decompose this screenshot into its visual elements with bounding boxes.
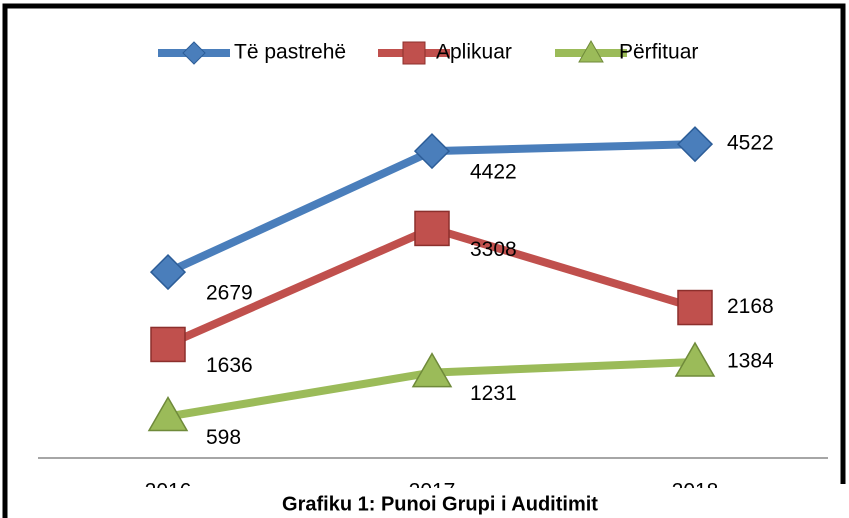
marker	[147, 395, 189, 432]
x-labels: 2016 2017 2018	[145, 480, 719, 503]
legend-marker	[402, 41, 426, 65]
legend-marker	[182, 41, 206, 65]
legend-label: Përfituar	[619, 41, 698, 64]
chart-title: Grafiku 1: Punoi Grupi i Auditimit	[282, 493, 598, 515]
marker	[674, 341, 716, 377]
data-label: 2679	[206, 282, 253, 305]
x-tick-label: 2016	[145, 480, 192, 503]
marker	[413, 133, 451, 170]
legend-label: Aplikuar	[436, 41, 512, 64]
data-label: 4422	[470, 161, 517, 184]
data-label: 1231	[470, 382, 517, 405]
x-tick-label: 2018	[672, 480, 719, 503]
marker	[676, 126, 714, 163]
data-label: 1636	[206, 354, 253, 377]
marker	[411, 352, 453, 388]
marker	[677, 289, 713, 326]
marker	[149, 254, 187, 291]
x-tick-label: 2017	[409, 480, 456, 503]
frame	[2, 3, 846, 518]
data-label: 2168	[727, 295, 774, 318]
marker	[414, 210, 450, 247]
data-label: 3308	[470, 238, 517, 261]
legend-marker	[578, 39, 604, 63]
legend-label: Të pastrehë	[234, 41, 346, 64]
data-label: 1384	[727, 349, 774, 372]
data-label: 598	[206, 426, 241, 449]
data-label: 4522	[727, 132, 774, 155]
marker	[150, 326, 186, 363]
